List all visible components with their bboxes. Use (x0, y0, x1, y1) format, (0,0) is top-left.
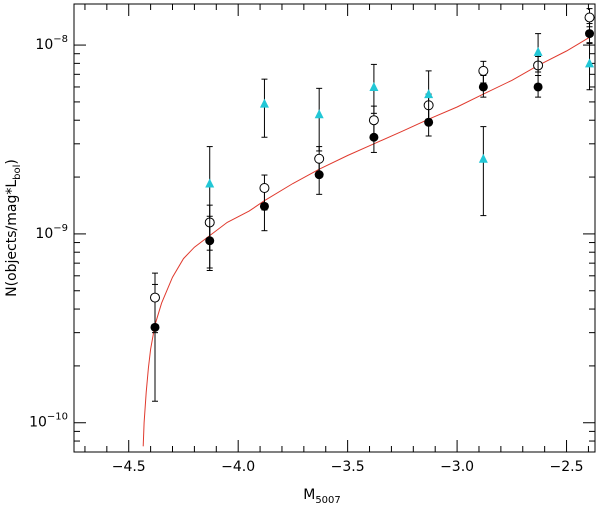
triangle-point (205, 178, 215, 188)
filled-circle-point (424, 117, 434, 127)
y-tick-label: 10−8 (35, 34, 68, 53)
open-circle-point (149, 292, 160, 303)
triangle-point (533, 46, 543, 56)
data-points (149, 8, 595, 402)
triangle-point (478, 153, 488, 163)
x-tick-label: −2.5 (550, 459, 584, 475)
triangle-point (314, 109, 324, 119)
filled-circle-point (585, 29, 595, 39)
model-curve (142, 36, 590, 447)
triangle-point (424, 89, 434, 99)
triangle-point (369, 81, 379, 91)
open-circle-point (368, 115, 379, 126)
y-tick-label: 10−9 (35, 223, 68, 242)
x-tick-label: −4.0 (221, 459, 255, 475)
triangle-point (259, 98, 269, 108)
open-circle-point (478, 65, 489, 76)
axes: −4.5 −4.0 −3.5 −3.0 −2.5 10−10 10−9 10−8 (29, 4, 595, 475)
x-tick-label: −3.0 (440, 459, 474, 475)
open-circle-point (259, 183, 270, 194)
y-axis-label: N(objects/mag*Lbol) (4, 159, 23, 297)
y-tick-label: 10−10 (29, 412, 68, 431)
x-tick-label: −4.5 (112, 459, 146, 475)
x-tick-label: −3.5 (331, 459, 365, 475)
filled-circle-point (533, 82, 543, 92)
plot-frame (73, 3, 596, 453)
filled-circle-point (369, 132, 379, 142)
filled-circle-point (478, 82, 488, 92)
open-circle-point (314, 153, 325, 164)
open-circle-point (584, 12, 595, 23)
triangle-point (585, 58, 595, 68)
x-axis-label: M5007 (303, 487, 341, 505)
